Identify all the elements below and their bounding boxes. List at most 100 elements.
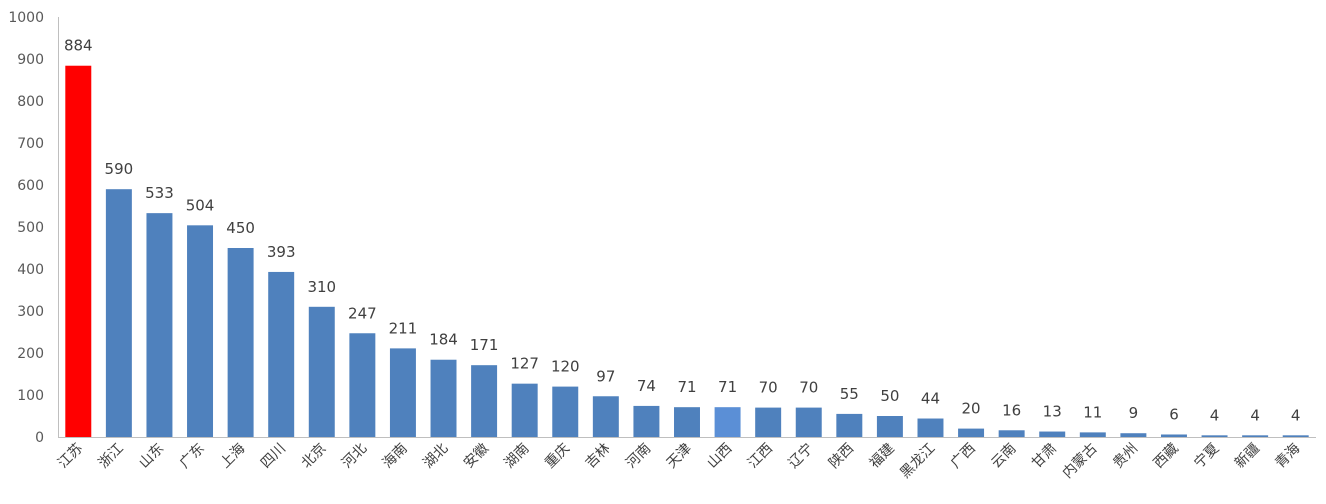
bar	[389, 348, 416, 437]
x-tick-label: 山西	[704, 441, 735, 472]
bar	[511, 383, 538, 437]
bar	[795, 407, 822, 437]
x-tick-label: 江苏	[55, 441, 86, 472]
x-tick-label: 内蒙古	[1060, 441, 1101, 482]
data-label: 4	[1210, 406, 1220, 424]
data-label: 393	[267, 243, 296, 261]
data-label: 4	[1250, 406, 1260, 424]
bar	[633, 405, 660, 437]
data-label: 533	[145, 184, 174, 202]
x-tick-label: 河南	[623, 441, 654, 472]
data-label: 450	[226, 219, 255, 237]
bar	[876, 416, 903, 437]
bar	[1039, 431, 1066, 437]
bar	[1079, 432, 1106, 437]
y-tick-label: 300	[17, 304, 44, 320]
data-label: 310	[307, 278, 336, 296]
bar	[187, 225, 214, 437]
y-tick-label: 1000	[8, 10, 44, 26]
x-tick-label: 宁夏	[1191, 440, 1223, 472]
data-label: 184	[429, 331, 458, 349]
bar	[308, 306, 335, 437]
bar	[1201, 435, 1228, 437]
x-tick-label: 青海	[1272, 441, 1303, 472]
data-label: 4	[1291, 406, 1301, 424]
x-tick-label: 黑龙江	[897, 441, 938, 482]
x-tick-label: 吉林	[583, 441, 614, 472]
bar	[105, 189, 132, 437]
data-label: 55	[840, 385, 859, 403]
bar	[1282, 435, 1309, 437]
bar	[1242, 435, 1269, 437]
bar	[958, 428, 985, 437]
data-label: 71	[677, 378, 696, 396]
x-axis-category-labels: 江苏 浙江 山东 广东 上海 四川 北京 河北 海南 湖北 安徽 湖南 重庆 吉林 河南 天津 山西 江西 辽宁 陕西…	[55, 440, 1304, 482]
x-tick-label: 山东	[136, 441, 167, 472]
data-label: 884	[64, 37, 93, 55]
bar	[1160, 434, 1187, 437]
bar	[998, 430, 1025, 437]
x-tick-label: 广西	[948, 441, 979, 472]
data-label: 50	[880, 387, 899, 405]
bar	[917, 418, 944, 437]
x-tick-label: 云南	[988, 441, 1019, 472]
y-tick-label: 900	[17, 52, 44, 68]
bar	[471, 365, 498, 437]
data-label: 16	[1002, 401, 1021, 419]
data-label: 11	[1083, 403, 1102, 421]
data-label: 70	[759, 379, 778, 397]
data-label: 70	[799, 379, 818, 397]
data-label: 211	[389, 319, 418, 337]
x-tick-label: 四川	[258, 441, 289, 472]
bar	[146, 213, 173, 437]
data-label: 44	[921, 390, 940, 408]
data-label: 6	[1169, 405, 1179, 423]
data-label: 590	[105, 160, 134, 178]
data-label: 247	[348, 304, 377, 322]
bar	[430, 359, 457, 437]
bar	[592, 396, 619, 437]
bar	[1120, 433, 1147, 437]
x-tick-label: 湖南	[501, 441, 532, 472]
data-label: 504	[186, 196, 215, 214]
data-label: 120	[551, 358, 580, 376]
x-tick-label: 贵州	[1110, 441, 1141, 472]
x-tick-label: 陕西	[826, 441, 857, 472]
x-tick-label: 天津	[664, 441, 695, 472]
x-tick-label: 广东	[177, 441, 208, 472]
x-tick-label: 海南	[380, 441, 411, 472]
bar	[349, 333, 376, 437]
x-tick-label: 重庆	[542, 441, 573, 472]
bar	[836, 413, 863, 437]
data-label: 127	[510, 355, 539, 373]
x-tick-label: 北京	[298, 441, 329, 472]
y-tick-label: 100	[17, 388, 44, 404]
x-tick-label: 湖北	[420, 441, 451, 472]
x-tick-label: 上海	[217, 441, 248, 472]
bar	[552, 386, 579, 437]
x-tick-label: 福建	[867, 441, 898, 472]
x-tick-label: 河北	[339, 441, 370, 472]
bar	[714, 407, 741, 437]
data-label: 71	[718, 378, 737, 396]
y-tick-label: 700	[17, 136, 44, 152]
x-tick-label: 江西	[745, 441, 776, 472]
y-tick-label: 600	[17, 178, 44, 194]
data-label: 97	[596, 367, 615, 385]
x-tick-label: 新疆	[1232, 441, 1263, 472]
bar	[65, 65, 92, 437]
bar	[227, 248, 254, 437]
x-tick-label: 浙江	[96, 441, 127, 472]
x-tick-label: 安徽	[461, 441, 492, 472]
data-label: 9	[1129, 404, 1139, 422]
y-tick-label: 0	[35, 430, 44, 446]
data-label: 20	[962, 400, 981, 418]
x-tick-label: 辽宁	[785, 440, 817, 472]
x-tick-label: 甘肃	[1029, 441, 1060, 472]
y-axis-ticks: 0 100 200 300 400 500 600 700 800 900 1000	[8, 10, 44, 446]
data-label: 171	[470, 336, 499, 354]
y-tick-label: 800	[17, 94, 44, 110]
